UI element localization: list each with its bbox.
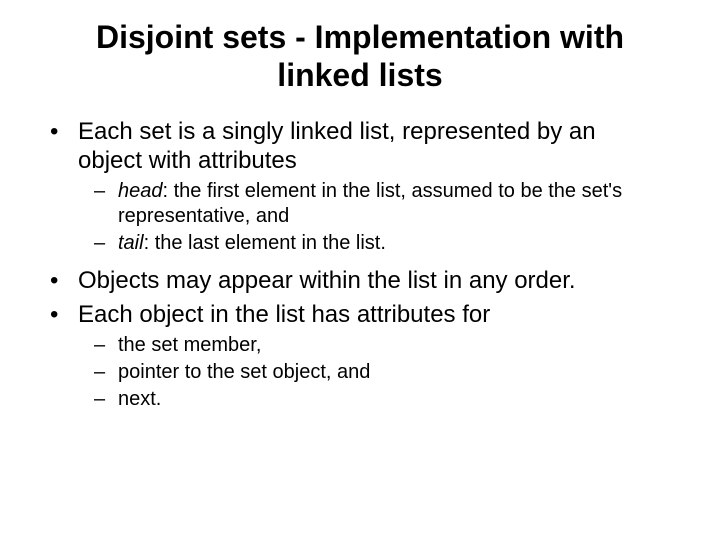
slide-title: Disjoint sets - Implementation with link… xyxy=(70,18,650,95)
sub-text: next. xyxy=(118,388,161,410)
sub-item-next: next. xyxy=(78,387,666,412)
sub-list-3: the set member, pointer to the set objec… xyxy=(78,333,666,412)
term-tail: tail xyxy=(118,232,144,254)
term-tail-rest: : the last element in the list. xyxy=(144,232,386,254)
bullet-text: Each object in the list has attributes f… xyxy=(78,301,490,328)
sub-item-pointer: pointer to the set object, and xyxy=(78,360,666,385)
sub-text: pointer to the set object, and xyxy=(118,361,370,383)
bullet-item-2: Objects may appear within the list in an… xyxy=(38,266,666,295)
bullet-list: Each set is a singly linked list, repres… xyxy=(38,117,666,412)
sub-item-head: head: the first element in the list, ass… xyxy=(78,179,666,229)
bullet-item-3: Each object in the list has attributes f… xyxy=(38,300,666,412)
bullet-item-1: Each set is a singly linked list, repres… xyxy=(38,117,666,257)
slide: Disjoint sets - Implementation with link… xyxy=(0,0,720,540)
sub-text: the set member, xyxy=(118,334,261,356)
sub-list-1: head: the first element in the list, ass… xyxy=(78,179,666,256)
sub-item-tail: tail: the last element in the list. xyxy=(78,231,666,256)
sub-item-member: the set member, xyxy=(78,333,666,358)
bullet-text: Each set is a singly linked list, repres… xyxy=(78,118,596,174)
bullet-text: Objects may appear within the list in an… xyxy=(78,267,576,294)
term-head-rest: : the first element in the list, assumed… xyxy=(118,180,622,227)
term-head: head xyxy=(118,180,163,202)
